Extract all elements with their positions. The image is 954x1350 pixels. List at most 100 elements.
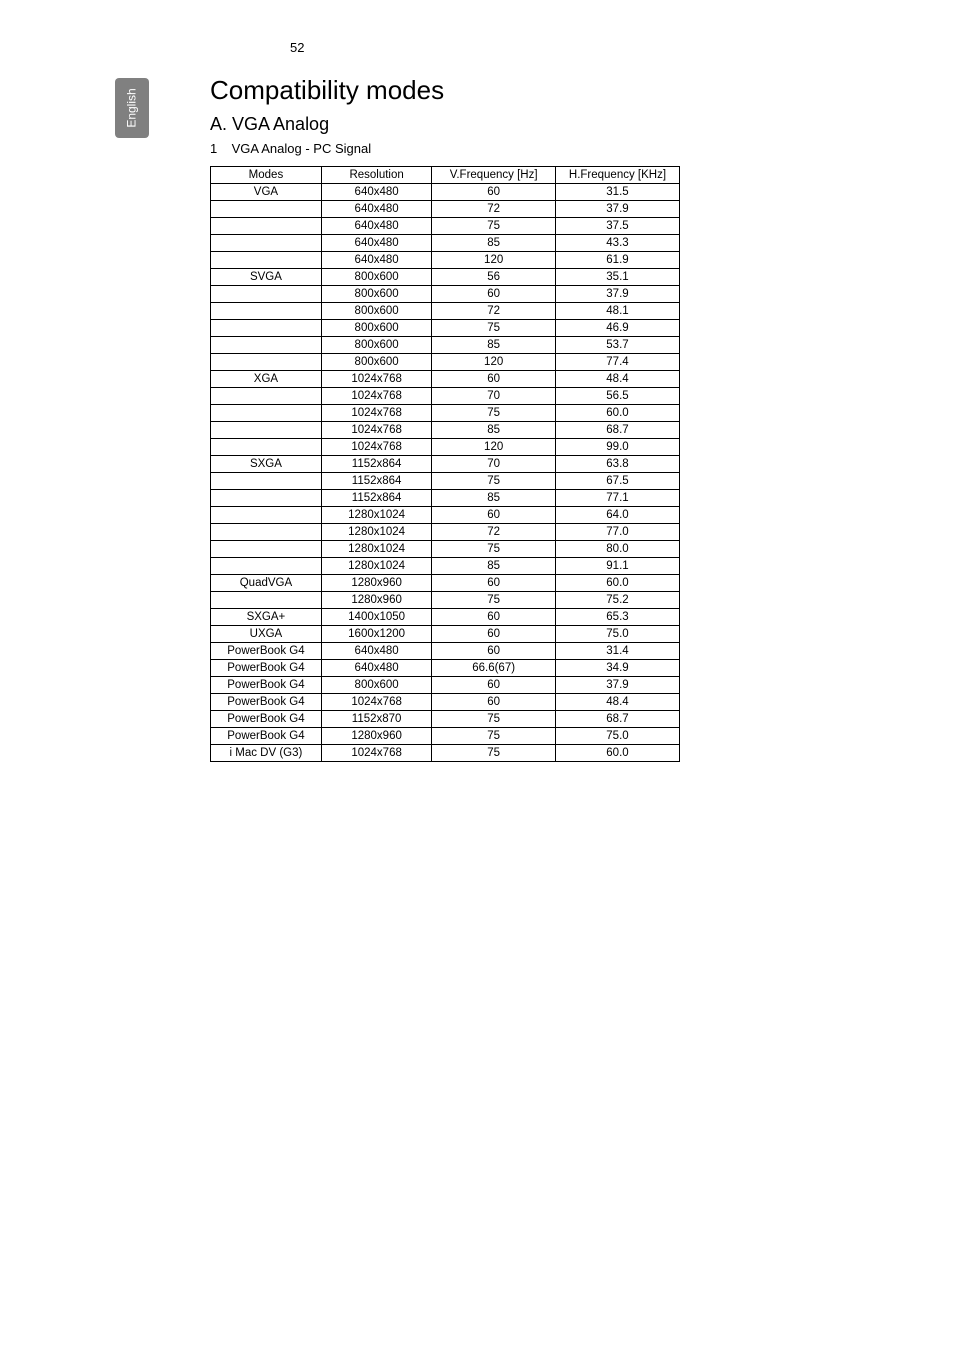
page-title: Compatibility modes <box>210 75 874 106</box>
table-cell: 37.9 <box>555 286 679 303</box>
table-cell: 1152x864 <box>321 490 431 507</box>
table-cell: 64.0 <box>555 507 679 524</box>
table-cell <box>211 201 322 218</box>
table-cell: 63.8 <box>555 456 679 473</box>
table-cell: 75 <box>432 711 556 728</box>
table-cell: 75 <box>432 320 556 337</box>
table-row: 800x6006037.9 <box>211 286 680 303</box>
table-cell: 1024x768 <box>321 745 431 762</box>
table-header-cell: H.Frequency [KHz] <box>555 167 679 184</box>
table-cell <box>211 422 322 439</box>
table-cell: 60.0 <box>555 575 679 592</box>
table-cell: 60.0 <box>555 745 679 762</box>
table-row: 640x4807237.9 <box>211 201 680 218</box>
table-cell: 37.5 <box>555 218 679 235</box>
table-cell <box>211 541 322 558</box>
table-cell: 800x600 <box>321 320 431 337</box>
table-cell: 1152x870 <box>321 711 431 728</box>
table-cell: 35.1 <box>555 269 679 286</box>
page-number: 52 <box>290 40 874 55</box>
table-cell: 75 <box>432 473 556 490</box>
table-cell: 120 <box>432 252 556 269</box>
table-cell: 91.1 <box>555 558 679 575</box>
table-header-cell: Resolution <box>321 167 431 184</box>
list-item: 1 VGA Analog - PC Signal <box>210 141 874 156</box>
table-cell: 800x600 <box>321 337 431 354</box>
table-cell <box>211 592 322 609</box>
table-cell: 60 <box>432 609 556 626</box>
table-cell: 800x600 <box>321 269 431 286</box>
table-cell: 1024x768 <box>321 422 431 439</box>
table-cell: 1280x1024 <box>321 558 431 575</box>
table-cell: 85 <box>432 235 556 252</box>
table-row: 1280x10248591.1 <box>211 558 680 575</box>
table-row: 1280x9607575.2 <box>211 592 680 609</box>
table-cell: PowerBook G4 <box>211 660 322 677</box>
table-row: PowerBook G4640x48066.6(67)34.9 <box>211 660 680 677</box>
table-cell: 75 <box>432 728 556 745</box>
table-cell: 120 <box>432 354 556 371</box>
table-cell: 640x480 <box>321 218 431 235</box>
table-cell: 60 <box>432 643 556 660</box>
table-row: 1024x7687560.0 <box>211 405 680 422</box>
table-cell <box>211 439 322 456</box>
table-cell: 1400x1050 <box>321 609 431 626</box>
table-row: 1280x10247580.0 <box>211 541 680 558</box>
table-cell: 80.0 <box>555 541 679 558</box>
table-cell: PowerBook G4 <box>211 728 322 745</box>
table-cell: 1280x1024 <box>321 507 431 524</box>
table-cell <box>211 558 322 575</box>
table-cell: 48.1 <box>555 303 679 320</box>
table-cell: 60 <box>432 694 556 711</box>
table-cell: UXGA <box>211 626 322 643</box>
table-cell: 640x480 <box>321 201 431 218</box>
table-cell: 34.9 <box>555 660 679 677</box>
table-cell <box>211 337 322 354</box>
table-cell: i Mac DV (G3) <box>211 745 322 762</box>
table-cell: 75 <box>432 592 556 609</box>
table-cell: 640x480 <box>321 643 431 660</box>
table-cell: 800x600 <box>321 677 431 694</box>
table-cell: 75 <box>432 745 556 762</box>
table-cell: 800x600 <box>321 354 431 371</box>
table-cell: 75 <box>432 405 556 422</box>
table-cell: 1280x960 <box>321 728 431 745</box>
table-cell: QuadVGA <box>211 575 322 592</box>
table-cell: 60 <box>432 371 556 388</box>
table-cell: 75.2 <box>555 592 679 609</box>
table-header-cell: Modes <box>211 167 322 184</box>
table-row: SXGA1152x8647063.8 <box>211 456 680 473</box>
table-cell: 37.9 <box>555 677 679 694</box>
table-row: 1024x76812099.0 <box>211 439 680 456</box>
table-cell <box>211 320 322 337</box>
table-cell: 68.7 <box>555 422 679 439</box>
table-cell: 800x600 <box>321 303 431 320</box>
table-cell: 1152x864 <box>321 456 431 473</box>
table-cell: 60 <box>432 507 556 524</box>
table-row: UXGA1600x12006075.0 <box>211 626 680 643</box>
table-cell: 67.5 <box>555 473 679 490</box>
table-row: XGA1024x7686048.4 <box>211 371 680 388</box>
table-cell: 48.4 <box>555 371 679 388</box>
table-cell: 640x480 <box>321 235 431 252</box>
table-row: 640x4807537.5 <box>211 218 680 235</box>
table-cell <box>211 354 322 371</box>
table-row: 1280x10247277.0 <box>211 524 680 541</box>
table-cell: VGA <box>211 184 322 201</box>
table-row: PowerBook G4800x6006037.9 <box>211 677 680 694</box>
page: English 52 Compatibility modes A. VGA An… <box>0 0 954 822</box>
table-row: VGA640x4806031.5 <box>211 184 680 201</box>
table-cell: XGA <box>211 371 322 388</box>
table-body: VGA640x4806031.5640x4807237.9640x4807537… <box>211 184 680 762</box>
list-number: 1 <box>210 141 228 156</box>
table-cell: 77.0 <box>555 524 679 541</box>
table-cell: 56 <box>432 269 556 286</box>
table-cell: 1024x768 <box>321 388 431 405</box>
table-cell: 60.0 <box>555 405 679 422</box>
section-heading: A. VGA Analog <box>210 114 874 135</box>
table-cell: 1024x768 <box>321 694 431 711</box>
table-cell: 85 <box>432 337 556 354</box>
table-row: 1024x7687056.5 <box>211 388 680 405</box>
table-cell: 53.7 <box>555 337 679 354</box>
table-cell <box>211 524 322 541</box>
